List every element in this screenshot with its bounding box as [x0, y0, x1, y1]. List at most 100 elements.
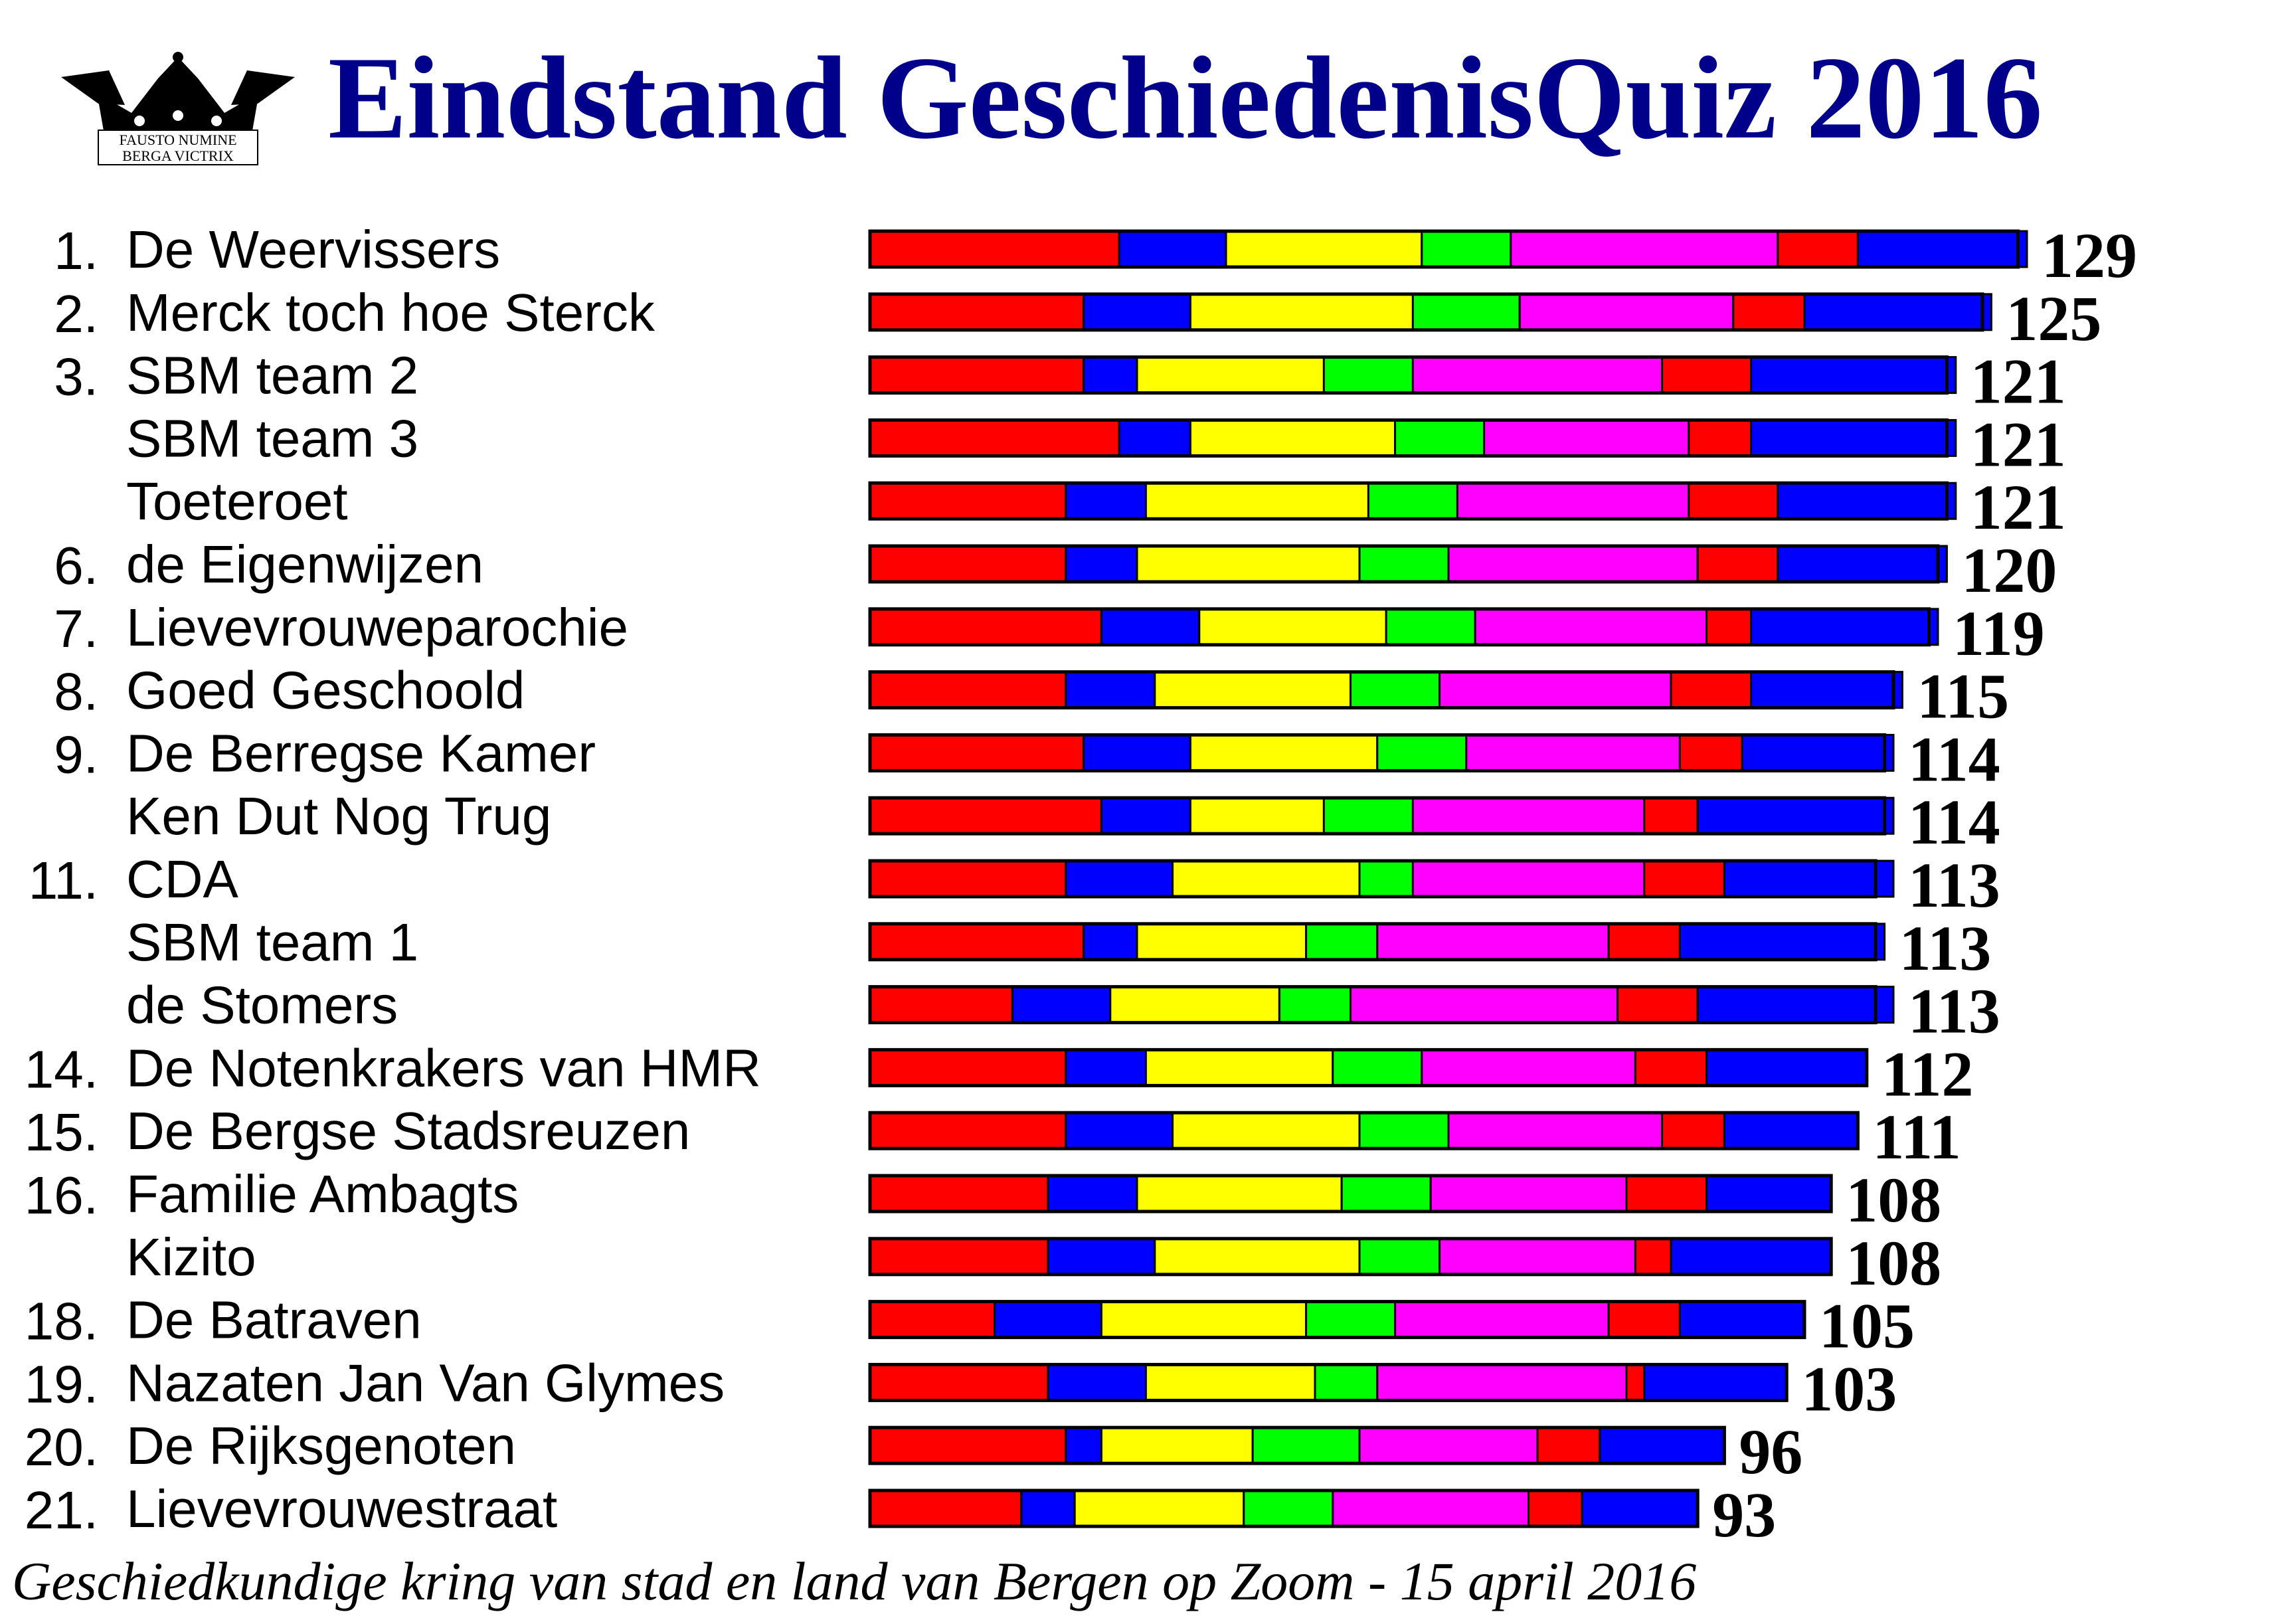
bar-segment — [1083, 293, 1191, 331]
total-score: 113 — [1908, 976, 2000, 1047]
team-name: SBM team 3 — [126, 408, 418, 468]
total-score: 113 — [1899, 913, 1992, 984]
bar-segment — [1661, 1111, 1725, 1150]
bar-segment — [1322, 356, 1414, 395]
bar-segment — [1856, 230, 2028, 268]
team-name: Lievevrouwestraat — [126, 1479, 557, 1538]
bar-segment — [1100, 1301, 1308, 1339]
bar-segment — [1536, 1426, 1601, 1465]
rank-label: 19. — [25, 1354, 98, 1413]
bar-segment — [1154, 671, 1352, 709]
bar-segment — [869, 923, 1085, 961]
bar-segment — [1777, 482, 1957, 520]
total-score: 121 — [1970, 346, 2066, 417]
bar-segment — [1118, 230, 1227, 268]
bar-segment — [1083, 733, 1191, 772]
bar-segment — [869, 733, 1085, 772]
bar-segment — [1394, 418, 1486, 457]
bar-segment — [1661, 356, 1753, 395]
bar-segment — [1483, 418, 1690, 457]
rank-label: 7. — [54, 599, 98, 658]
bar-segment — [1065, 1048, 1147, 1087]
bar-segment — [1305, 1301, 1397, 1339]
bar-outline — [868, 229, 2020, 269]
bar-segment — [1065, 671, 1156, 709]
bar-segment — [1225, 230, 1423, 268]
bar-outline — [868, 922, 1877, 962]
bar-segment — [1136, 923, 1308, 961]
team-name: SBM team 1 — [126, 913, 418, 972]
rank-label: 1. — [54, 221, 98, 280]
total-score: 108 — [1846, 1164, 1941, 1235]
team-name: De Notenkrakers van HMR — [126, 1038, 761, 1097]
bar-segment — [1696, 986, 1895, 1024]
motto-line-1: FAUSTO NUMINE — [119, 132, 236, 148]
motto-line-2: BERGA VICTRIX — [122, 147, 234, 164]
team-name: Familie Ambagts — [126, 1164, 519, 1223]
bar-segment — [869, 356, 1085, 395]
rank-label: 20. — [25, 1417, 98, 1477]
bar-outline — [868, 1362, 1789, 1402]
bar-segment — [869, 230, 1120, 268]
bar-segment — [1100, 608, 1201, 646]
bar-segment — [1750, 356, 1957, 395]
bar-segment — [1198, 608, 1387, 646]
bar-outline — [868, 670, 1895, 710]
bar-segment — [1688, 418, 1753, 457]
bar-segment — [1510, 230, 1779, 268]
bar-segment — [1047, 1174, 1138, 1213]
total-score: 113 — [1908, 850, 2000, 921]
bar-segment — [1350, 986, 1619, 1024]
bar-segment — [1251, 1426, 1361, 1465]
bar-segment — [1083, 923, 1138, 961]
bar-segment — [1696, 796, 1895, 835]
total-score: 119 — [1953, 598, 2045, 669]
rank-label: 3. — [54, 347, 98, 406]
crown-logo: FAUSTO NUMINE BERGA VICTRIX — [61, 52, 295, 165]
bar-segment — [869, 1363, 1049, 1401]
team-name: Merck toch hoe Sterck — [126, 283, 655, 342]
bar-outline — [868, 1047, 1869, 1087]
total-score: 120 — [1961, 535, 2057, 606]
bar-segment — [869, 1111, 1067, 1150]
bar-segment — [1670, 1237, 1832, 1276]
bar-segment — [1083, 356, 1138, 395]
bar-segment — [1803, 293, 1992, 331]
bar-segment — [1421, 1048, 1636, 1087]
rank-label: 11. — [29, 851, 98, 910]
bar-segment — [1118, 418, 1191, 457]
bar-segment — [869, 1237, 1049, 1276]
bar-segment — [1678, 1301, 1806, 1339]
bar-segment — [869, 1174, 1049, 1213]
bar-segment — [1376, 923, 1610, 961]
bar-segment — [1723, 1111, 1859, 1150]
bar-segment — [1696, 545, 1779, 583]
team-name: Goed Geschoold — [126, 661, 525, 720]
bar-segment — [1172, 859, 1361, 898]
bar-segment — [1144, 1363, 1316, 1401]
team-name: De Weervissers — [126, 220, 500, 279]
bar-segment — [1136, 356, 1325, 395]
bar-segment — [1332, 1489, 1530, 1528]
bar-segment — [1136, 545, 1361, 583]
bar-outline — [868, 355, 1949, 395]
page-title: Eindstand GeschiedenisQuiz 2016 — [328, 32, 2043, 163]
bar-segment — [1358, 859, 1414, 898]
bar-outline — [868, 544, 1940, 584]
bar-segment — [1741, 733, 1895, 772]
bar-segment — [1705, 1048, 1868, 1087]
total-score: 112 — [1881, 1038, 1974, 1109]
bar-segment — [1643, 859, 1725, 898]
bar-segment — [1047, 1363, 1147, 1401]
crown-pearl — [173, 110, 183, 121]
total-score: 115 — [1917, 661, 2009, 732]
team-name: de Stomers — [126, 976, 398, 1035]
bar-segment — [1154, 1237, 1361, 1276]
bar-outline — [868, 985, 1877, 1025]
team-name: SBM team 2 — [126, 346, 418, 405]
bar-segment — [1314, 1363, 1379, 1401]
bar-segment — [1599, 1426, 1725, 1465]
bar-segment — [1394, 1301, 1610, 1339]
bar-segment — [1643, 796, 1699, 835]
